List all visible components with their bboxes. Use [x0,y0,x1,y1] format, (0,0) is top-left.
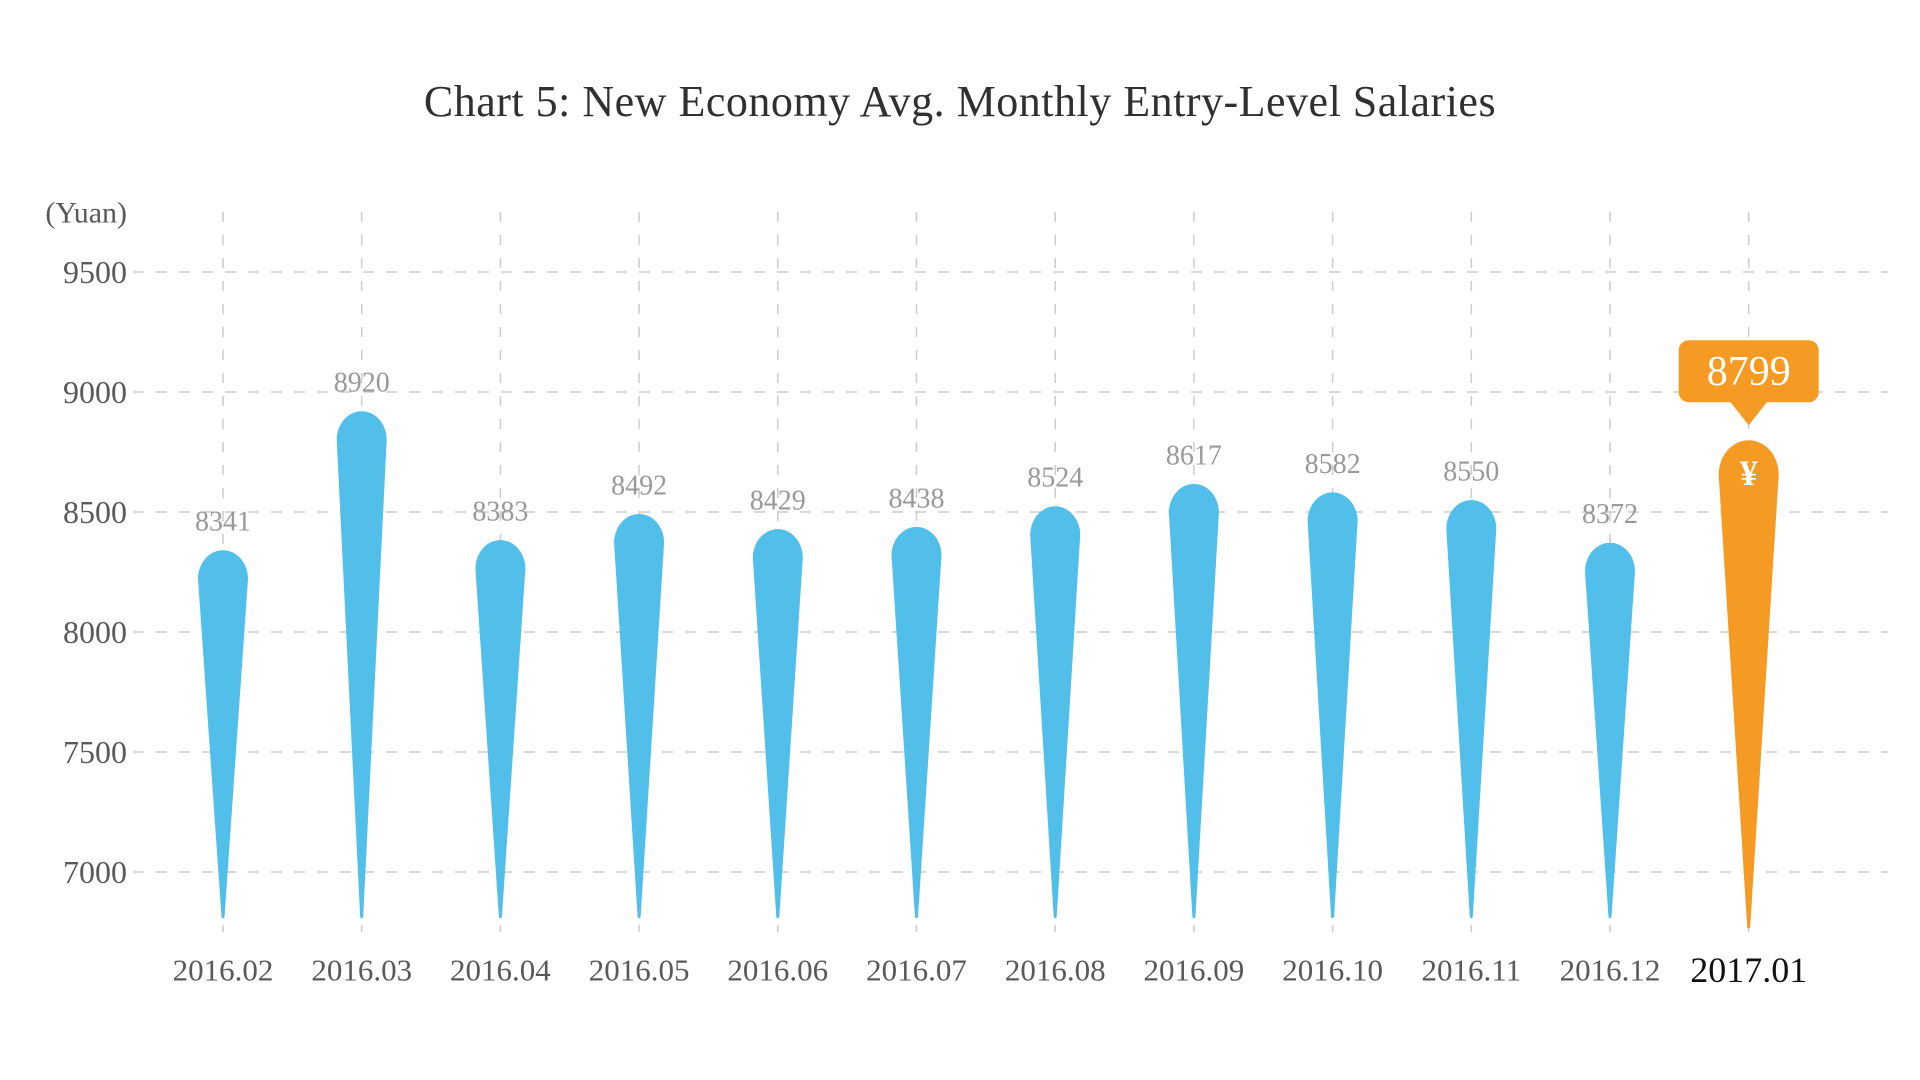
bar-2016.02 [198,550,248,919]
x-axis-category-label: 2016.04 [450,953,551,988]
bar-value-label: 8920 [334,368,390,399]
bar-2016.09 [1168,484,1219,919]
x-axis-category-label: 2016.06 [727,953,828,988]
bar-value-label: 8341 [195,507,251,538]
y-axis-tick-label: 8500 [63,494,127,530]
bar-value-label: 8617 [1166,440,1222,471]
x-axis-category-label: 2016.09 [1144,953,1245,988]
x-axis-category-label: 2016.12 [1560,953,1661,988]
bar-2016.04 [475,540,526,919]
bar-value-label: 8383 [472,497,528,528]
bar-value-label: 8524 [1027,463,1083,494]
y-axis-tick-label: 8000 [63,614,127,650]
chart-title: Chart 5: New Economy Avg. Monthly Entry-… [423,77,1497,126]
bar-2016.11 [1446,500,1497,919]
highlight-callout-bubble [1678,340,1819,403]
y-axis-tick-label: 7000 [63,854,127,890]
x-axis-category-label: 2016.11 [1421,953,1521,988]
bar-value-label: 8438 [889,483,945,514]
bar-value-label: 8429 [750,486,806,517]
bar-2016.03 [336,411,387,919]
x-axis-category-label: 2016.07 [866,953,967,988]
bar-2016.07 [891,526,942,919]
y-axis-unit-label: (Yuan) [45,197,127,230]
bar-2016.06 [752,529,803,919]
bar-value-label: 8372 [1582,499,1638,530]
bar-2017.01 [1718,440,1779,929]
bar-2016.12 [1585,542,1635,919]
bar-value-label: 8492 [611,470,667,501]
x-axis-category-label: 2016.10 [1282,953,1383,988]
y-axis-tick-label: 9500 [63,254,127,290]
highlight-callout-value: 8799 [1707,349,1791,395]
y-axis-tick-label: 9000 [63,374,127,410]
x-axis-category-label: 2016.02 [173,953,274,988]
x-axis-category-label: 2016.05 [589,953,690,988]
x-axis-category-label: 2016.03 [311,953,412,988]
y-axis-tick-label: 7500 [63,734,127,770]
yen-symbol-icon: ¥ [1740,453,1758,493]
x-axis-category-label: 2016.08 [1005,953,1106,988]
bar-value-label: 8582 [1305,449,1361,480]
bar-2016.05 [614,514,665,919]
bar-value-label: 8550 [1443,457,1499,488]
highlight-callout-tail [1729,401,1768,426]
bar-2016.08 [1030,506,1081,919]
x-axis-category-label: 2017.01 [1690,950,1807,990]
bar-2016.10 [1307,492,1358,919]
